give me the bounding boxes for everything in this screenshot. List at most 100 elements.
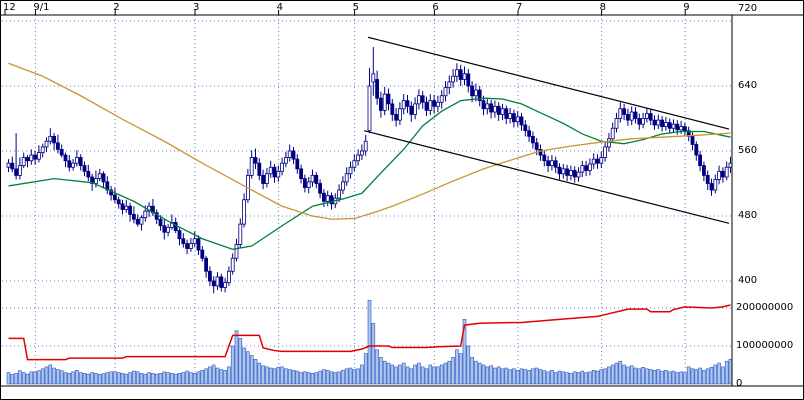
candle-body xyxy=(531,135,535,144)
volume-bar xyxy=(25,373,30,385)
candle-body xyxy=(253,157,258,164)
candle-body xyxy=(204,257,209,272)
candle-body xyxy=(166,226,171,233)
volume-bar xyxy=(101,373,106,385)
candle-body xyxy=(59,148,64,156)
candle-body xyxy=(280,162,285,172)
volume-bar xyxy=(367,300,372,385)
volume-bar xyxy=(645,368,649,385)
volume-bar xyxy=(265,366,269,385)
volume-bar xyxy=(550,370,554,385)
volume-bar xyxy=(52,367,56,385)
month-label: 8 xyxy=(599,2,606,13)
candle-body xyxy=(443,87,448,97)
volume-bar xyxy=(238,338,243,385)
volume-bar xyxy=(291,370,296,385)
volume-bar xyxy=(223,370,227,385)
volume-bar xyxy=(97,374,102,385)
price-axis-label: 560 xyxy=(738,145,758,156)
volume-bar xyxy=(538,369,543,385)
volume-bar xyxy=(196,371,201,385)
volume-bar xyxy=(59,370,64,385)
price-axis-label: 480 xyxy=(738,210,758,221)
volume-bar xyxy=(306,372,311,385)
candle-body xyxy=(618,108,623,119)
candle-body xyxy=(724,166,729,178)
volume-bar xyxy=(147,372,151,385)
candle-body xyxy=(128,205,132,215)
volume-bar xyxy=(272,368,277,385)
volume-bar xyxy=(170,373,174,385)
candle-body xyxy=(420,95,425,103)
candle-body xyxy=(607,138,611,148)
candle-body xyxy=(679,126,683,131)
candle-body xyxy=(496,105,501,115)
candle-body xyxy=(249,157,254,176)
volume-bar xyxy=(249,355,254,385)
candle-body xyxy=(192,238,197,245)
candle-body xyxy=(454,69,459,77)
candle-body xyxy=(622,108,626,115)
candle-body xyxy=(306,181,311,188)
candle-body xyxy=(424,101,429,111)
volume-bar xyxy=(173,373,178,385)
candle-body xyxy=(52,135,56,144)
volume-bar xyxy=(105,372,110,385)
volume-bar xyxy=(633,367,638,385)
candle-body xyxy=(135,218,140,225)
volume-bar xyxy=(151,373,155,385)
volume-bar xyxy=(44,366,49,385)
month-label: 12 xyxy=(3,2,16,13)
volume-bar xyxy=(143,373,148,385)
candle-body xyxy=(660,119,664,128)
candle-body xyxy=(629,111,634,121)
volume-bar xyxy=(508,369,512,385)
candle-body xyxy=(29,154,34,162)
volume-bar xyxy=(599,369,604,385)
candle-body xyxy=(10,162,15,170)
candle-body xyxy=(90,176,94,184)
volume-bar xyxy=(614,362,619,385)
volume-bar xyxy=(565,372,569,385)
candle-body xyxy=(86,170,91,178)
volume-bar xyxy=(584,372,588,385)
volume-bar xyxy=(660,370,664,385)
volume-bar xyxy=(48,364,53,385)
candle-body xyxy=(489,103,494,113)
volume-bar xyxy=(360,364,364,385)
volume-bar xyxy=(527,370,531,385)
volume-bar xyxy=(185,370,189,385)
candle-body xyxy=(188,243,193,249)
volume-bar xyxy=(496,366,501,385)
candle-body xyxy=(124,205,129,210)
candle-body xyxy=(561,168,566,175)
candle-body xyxy=(71,162,75,168)
volume-bar xyxy=(280,366,284,385)
candle-body xyxy=(113,194,117,201)
volume-bar xyxy=(675,372,680,385)
candle-body xyxy=(473,89,478,97)
candle-body xyxy=(435,101,440,107)
volume-bar xyxy=(6,372,11,385)
volume-bar xyxy=(607,366,611,385)
candle-body xyxy=(565,168,569,176)
volume-bar xyxy=(458,353,463,385)
candle-body xyxy=(302,178,307,188)
candle-body xyxy=(337,189,342,199)
candle-body xyxy=(283,157,288,164)
candle-body xyxy=(33,154,37,160)
candle-body xyxy=(690,135,695,145)
candle-body xyxy=(409,105,414,115)
volume-bar xyxy=(90,372,94,385)
candle-body xyxy=(67,160,72,168)
volume-bar xyxy=(686,366,691,385)
candle-body xyxy=(363,140,368,152)
candle-body xyxy=(238,223,243,245)
volume-bar xyxy=(470,357,474,385)
volume-bar xyxy=(409,368,414,385)
candle-body xyxy=(394,114,399,121)
candle-body xyxy=(17,165,22,176)
candle-body xyxy=(219,276,224,288)
volume-bar xyxy=(622,364,626,385)
candle-body xyxy=(553,160,558,168)
